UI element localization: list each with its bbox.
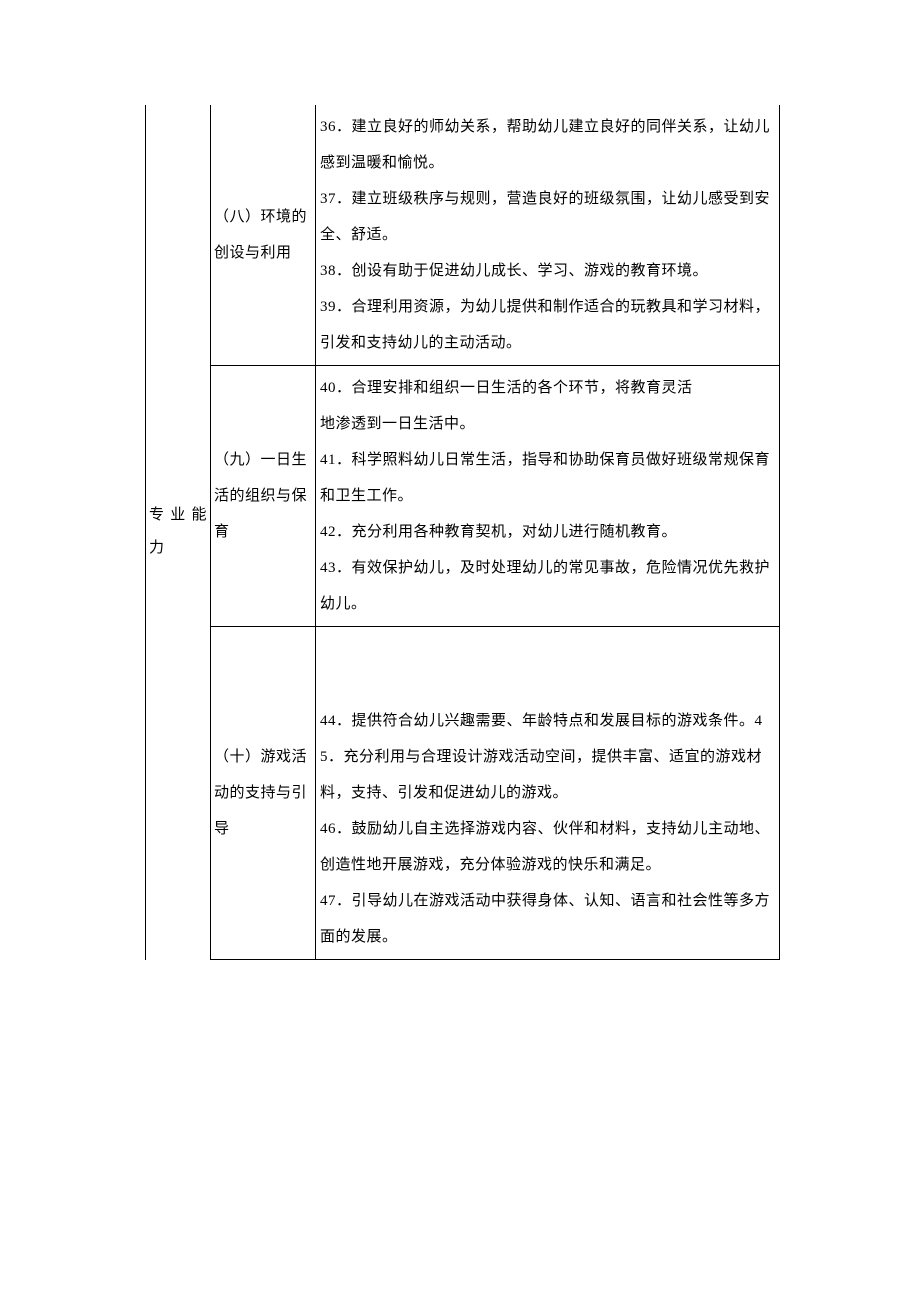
content-cell: 40．合理安排和组织一日生活的各个环节，将教育灵活 地渗透到一日生活中。 41．… <box>316 366 780 627</box>
category-cell: 专 业 能力 <box>146 105 211 960</box>
table-row: （九）一日生活的组织与保育 40．合理安排和组织一日生活的各个环节，将教育灵活 … <box>146 366 780 627</box>
subcategory-label: （八）环境的创设与利用 <box>214 209 307 261</box>
subcategory-label: （十）游戏活动的支持与引导 <box>214 749 307 837</box>
content-cell: 44．提供符合幼儿兴趣需要、年龄特点和发展目标的游戏条件。45．充分利用与合理设… <box>316 627 780 960</box>
content-cell: 36．建立良好的师幼关系，帮助幼儿建立良好的同伴关系，让幼儿感到温暖和愉悦。 3… <box>316 105 780 366</box>
content-text: 36．建立良好的师幼关系，帮助幼儿建立良好的同伴关系，让幼儿感到温暖和愉悦。 3… <box>320 119 770 351</box>
document-page: 专 业 能力 （八）环境的创设与利用 36．建立良好的师幼关系，帮助幼儿建立良好… <box>0 0 920 1260</box>
content-text: 40．合理安排和组织一日生活的各个环节，将教育灵活 地渗透到一日生活中。 41．… <box>320 380 770 612</box>
subcategory-cell: （十）游戏活动的支持与引导 <box>211 627 316 960</box>
subcategory-cell: （八）环境的创设与利用 <box>211 105 316 366</box>
table-row: （十）游戏活动的支持与引导 44．提供符合幼儿兴趣需要、年龄特点和发展目标的游戏… <box>146 627 780 960</box>
table-row: 专 业 能力 （八）环境的创设与利用 36．建立良好的师幼关系，帮助幼儿建立良好… <box>146 105 780 366</box>
standards-table: 专 业 能力 （八）环境的创设与利用 36．建立良好的师幼关系，帮助幼儿建立良好… <box>145 105 780 960</box>
subcategory-cell: （九）一日生活的组织与保育 <box>211 366 316 627</box>
subcategory-label: （九）一日生活的组织与保育 <box>214 452 307 540</box>
content-text: 44．提供符合幼儿兴趣需要、年龄特点和发展目标的游戏条件。45．充分利用与合理设… <box>320 713 770 945</box>
category-label: 专 业 能力 <box>149 499 207 565</box>
